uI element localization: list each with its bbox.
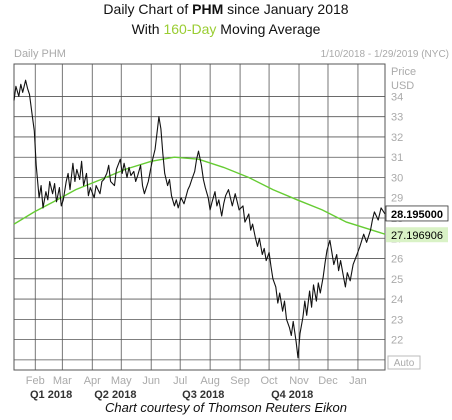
y-tick-label: 29 [391, 193, 403, 205]
x-tick-label: Dec [318, 375, 338, 387]
x-tick-label: Jun [142, 375, 160, 387]
quarter-label: Q3 2018 [182, 389, 224, 401]
chart-title: Daily Chart of PHM since January 2018 [103, 1, 349, 17]
last-price-label: 28.195000 [391, 209, 443, 221]
x-tick-label: Jan [349, 375, 367, 387]
y-tick-label: 25 [391, 274, 403, 286]
last-ma-badge [386, 227, 448, 243]
x-tick-label: Feb [26, 375, 45, 387]
y-tick-label: 30 [391, 172, 403, 184]
y-tick-label: 24 [391, 294, 403, 306]
price-line [13, 79, 386, 359]
y-tick-label: 34 [391, 91, 403, 103]
date-range-label: 1/10/2018 - 1/29/2019 (NYC) [321, 49, 449, 60]
y-tick-label: 23 [391, 314, 403, 326]
quarter-label: Q2 2018 [94, 389, 136, 401]
x-tick-label: Aug [200, 375, 220, 387]
last-price-badge [385, 205, 449, 222]
x-tick-label: Sep [230, 375, 250, 387]
chart-credit: Chart courtesy of Thomson Reuters Eikon [104, 400, 348, 415]
symbol-label: Daily PHM [14, 48, 66, 60]
y-tick-label: 32 [391, 132, 403, 144]
auto-scale-label: Auto [394, 358, 415, 369]
y-tick-label: 31 [391, 152, 403, 164]
quarter-label: Q1 2018 [30, 389, 72, 401]
y-axis-label-price: Price [391, 66, 416, 78]
x-tick-label: May [111, 375, 132, 387]
x-tick-label: Oct [261, 375, 278, 387]
x-tick-label: Apr [84, 375, 101, 387]
last-ma-label: 27.196906 [391, 230, 443, 242]
chart-subtitle: With 160-Day Moving Average [131, 21, 321, 37]
moving-average-line [13, 156, 386, 235]
y-tick-label: 26 [391, 254, 403, 266]
x-tick-label: Nov [289, 375, 309, 387]
y-axis-label-usd: USD [391, 80, 414, 92]
x-tick-label: Mar [53, 375, 72, 387]
y-tick-label: 33 [391, 112, 403, 124]
x-tick-label: Jul [173, 375, 187, 387]
plot-frame [13, 63, 386, 371]
auto-scale-box [387, 355, 421, 370]
y-tick-label: 22 [391, 335, 403, 347]
quarter-label: Q4 2018 [271, 389, 313, 401]
